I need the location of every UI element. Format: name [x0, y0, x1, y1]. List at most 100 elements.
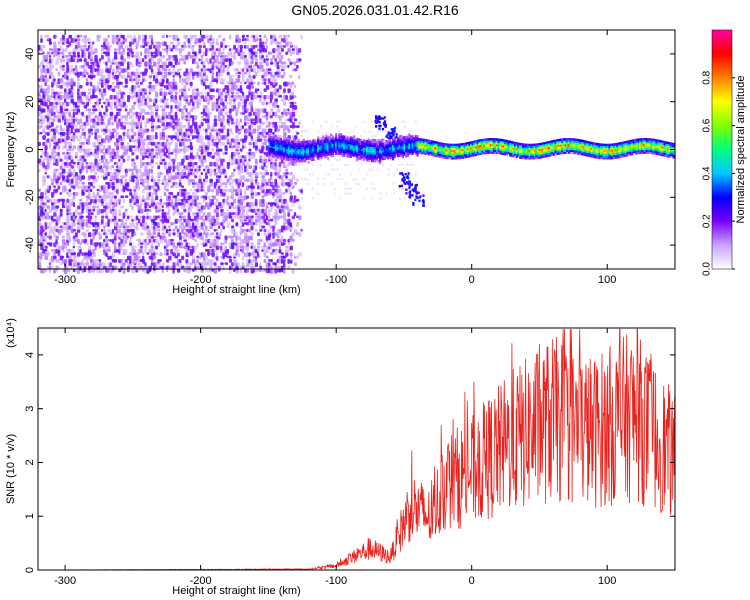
haze-cell: [287, 178, 290, 181]
noise-cell: [250, 188, 254, 194]
noise-cell: [176, 121, 180, 127]
noise-cell: [66, 235, 69, 241]
noise-cell: [122, 185, 126, 190]
noise-cell: [85, 48, 90, 52]
noise-cell: [96, 168, 99, 172]
noise-cell: [135, 78, 139, 84]
noise-cell: [163, 192, 167, 197]
noise-cell: [59, 101, 63, 106]
noise-cell: [150, 232, 153, 237]
noise-cell: [291, 51, 296, 55]
noise-cell: [194, 212, 197, 215]
noise-cell: [259, 98, 262, 103]
haze-cell: [317, 130, 320, 133]
noise-cell: [200, 118, 203, 122]
noise-cell: [144, 68, 148, 73]
noise-cell: [42, 118, 46, 123]
noise-cell: [215, 151, 220, 156]
noise-cell: [204, 232, 209, 237]
noise-cell: [217, 222, 221, 226]
noise-cell: [137, 78, 141, 82]
noise-cell: [237, 38, 242, 44]
noise-cell: [139, 91, 143, 96]
noise-cell: [146, 192, 149, 197]
noise-cell: [92, 61, 95, 66]
noise-cell: [189, 125, 193, 129]
noise-cell: [38, 228, 41, 233]
noise-cell: [235, 232, 238, 237]
noise-cell: [72, 58, 76, 62]
noise-cell: [152, 255, 157, 260]
noise-cell: [40, 198, 44, 203]
noise-cell: [85, 115, 88, 120]
noise-cell: [280, 54, 284, 60]
noise-cell: [96, 242, 100, 246]
noise-cell: [44, 202, 47, 207]
noise-cell: [235, 258, 238, 263]
noise-cell: [246, 269, 250, 273]
noise-cell: [204, 225, 208, 230]
noise-cell: [44, 71, 48, 77]
noise-cell: [142, 195, 145, 201]
noise-cell: [196, 38, 199, 44]
noise-cell: [220, 51, 223, 57]
noise-cell: [74, 208, 78, 214]
noise-cell: [142, 58, 145, 63]
noise-cell: [265, 125, 269, 128]
noise-cell: [48, 161, 52, 165]
noise-cell: [92, 64, 96, 70]
noise-cell: [274, 91, 277, 96]
noise-cell: [103, 165, 106, 169]
noise-cell: [68, 95, 71, 99]
noise-cell: [48, 242, 53, 247]
noise-cell: [215, 198, 219, 203]
noise-cell: [98, 148, 102, 154]
noise-cell: [107, 269, 111, 273]
noise-cell: [48, 208, 53, 214]
noise-cell: [131, 145, 135, 149]
noise-cell: [257, 248, 260, 252]
noise-cell: [187, 121, 191, 126]
noise-cell: [68, 212, 72, 216]
noise-cell: [144, 34, 147, 40]
noise-cell: [90, 151, 93, 155]
noise-cell: [168, 175, 171, 181]
noise-cell: [235, 135, 239, 139]
noise-cell: [120, 81, 123, 85]
noise-cell: [283, 238, 287, 243]
noise-cell: [168, 228, 172, 232]
noise-cell: [61, 131, 66, 137]
noise-cell: [40, 192, 44, 197]
noise-cell: [124, 238, 128, 244]
noise-cell: [131, 138, 135, 143]
noise-cell: [198, 165, 201, 169]
noise-cell: [92, 125, 95, 129]
noise-cell: [77, 248, 80, 253]
haze-cell: [368, 168, 371, 171]
noise-cell: [83, 61, 86, 66]
noise-cell: [165, 34, 169, 39]
noise-cell: [126, 269, 130, 273]
noise-cell: [270, 34, 273, 40]
noise-cell: [250, 74, 253, 80]
noise-cell: [87, 148, 92, 153]
noise-cell: [72, 54, 77, 58]
noise-cell: [148, 192, 151, 197]
noise-cell: [38, 168, 41, 173]
noise-cell: [74, 151, 79, 157]
noise-cell: [55, 248, 59, 254]
noise-cell: [215, 58, 219, 63]
noise-cell: [168, 195, 171, 200]
noise-cell: [254, 171, 259, 177]
noise-cell: [94, 125, 97, 130]
noise-cell: [217, 175, 222, 179]
noise-cell: [113, 34, 117, 40]
noise-cell: [287, 258, 290, 265]
noise-cell: [270, 61, 274, 65]
noise-cell: [55, 168, 58, 172]
noise-cell: [274, 238, 277, 243]
noise-cell: [293, 105, 298, 111]
noise-cell: [257, 44, 260, 50]
noise-cell: [55, 205, 60, 209]
noise-cell: [298, 252, 302, 257]
